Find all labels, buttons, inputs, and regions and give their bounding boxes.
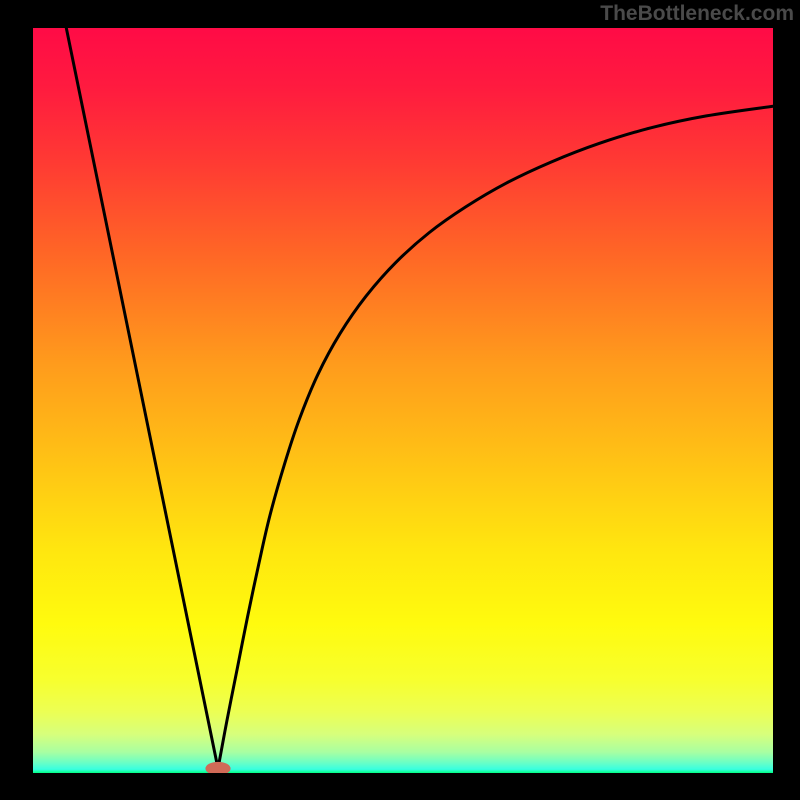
chart-svg: [0, 0, 800, 800]
chart-container: TheBottleneck.com: [0, 0, 800, 800]
minimum-marker: [205, 762, 230, 775]
watermark-text: TheBottleneck.com: [600, 2, 794, 26]
